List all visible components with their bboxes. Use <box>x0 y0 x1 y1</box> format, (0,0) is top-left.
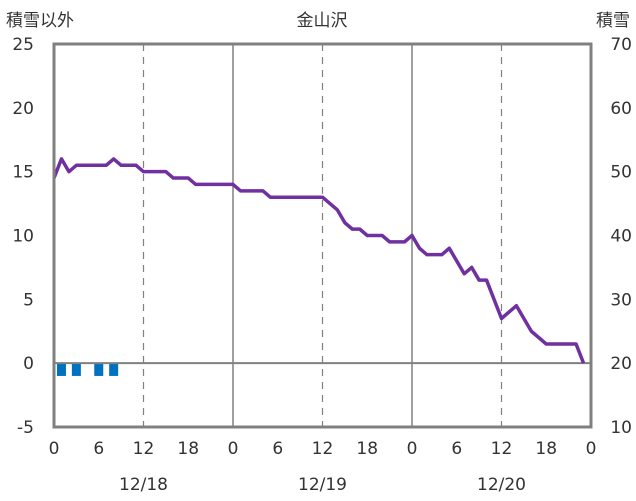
bar <box>56 363 66 376</box>
x-tick-label: 6 <box>93 439 104 459</box>
date-labels: 12/18 12/19 12/20 <box>119 475 526 495</box>
left-y-tick-label: 25 <box>12 35 34 55</box>
x-tick-label: 18 <box>177 439 199 459</box>
date-label: 12/18 <box>119 475 168 495</box>
left-y-tick-label: -5 <box>17 418 34 438</box>
x-tick-label: 12 <box>133 439 155 459</box>
left-y-tick-label: 5 <box>23 290 34 310</box>
x-tick-label: 0 <box>49 439 60 459</box>
bar-series <box>56 363 119 376</box>
x-tick-label: 12 <box>491 439 513 459</box>
x-tick-label: 18 <box>356 439 378 459</box>
left-y-ticks: 25 20 15 10 5 0 -5 <box>12 35 34 438</box>
left-y-tick-label: 10 <box>12 227 34 247</box>
x-tick-label: 6 <box>451 439 462 459</box>
x-tick-label: 0 <box>228 439 239 459</box>
right-y-tick-label: 30 <box>610 290 632 310</box>
bar <box>71 363 81 376</box>
right-axis-label: 積雪 <box>596 11 630 31</box>
right-y-tick-label: 70 <box>610 35 632 55</box>
plot-frame <box>52 42 593 429</box>
x-tick-label: 12 <box>312 439 334 459</box>
left-y-tick-label: 0 <box>23 354 34 374</box>
chart-title: 金山沢 <box>297 11 348 31</box>
bar <box>109 363 119 376</box>
x-tick-label: 0 <box>586 439 597 459</box>
date-label: 12/19 <box>298 475 347 495</box>
date-label: 12/20 <box>477 475 526 495</box>
left-y-tick-label: 15 <box>12 163 34 183</box>
right-y-tick-label: 20 <box>610 354 632 374</box>
right-y-tick-label: 50 <box>610 163 632 183</box>
snow-depth-line <box>52 157 586 364</box>
left-axis-label: 積雪以外 <box>6 11 74 31</box>
x-ticks: 0 6 12 18 0 6 12 18 0 6 12 18 0 <box>49 439 597 459</box>
right-y-tick-label: 10 <box>610 418 632 438</box>
right-y-tick-label: 40 <box>610 227 632 247</box>
x-tick-label: 6 <box>272 439 283 459</box>
right-y-tick-label: 60 <box>610 99 632 119</box>
bar <box>94 363 104 376</box>
x-tick-label: 0 <box>407 439 418 459</box>
right-y-ticks: 70 60 50 40 30 20 10 <box>610 35 632 438</box>
x-tick-label: 18 <box>535 439 557 459</box>
grid <box>142 44 503 427</box>
left-y-tick-label: 20 <box>12 99 34 119</box>
